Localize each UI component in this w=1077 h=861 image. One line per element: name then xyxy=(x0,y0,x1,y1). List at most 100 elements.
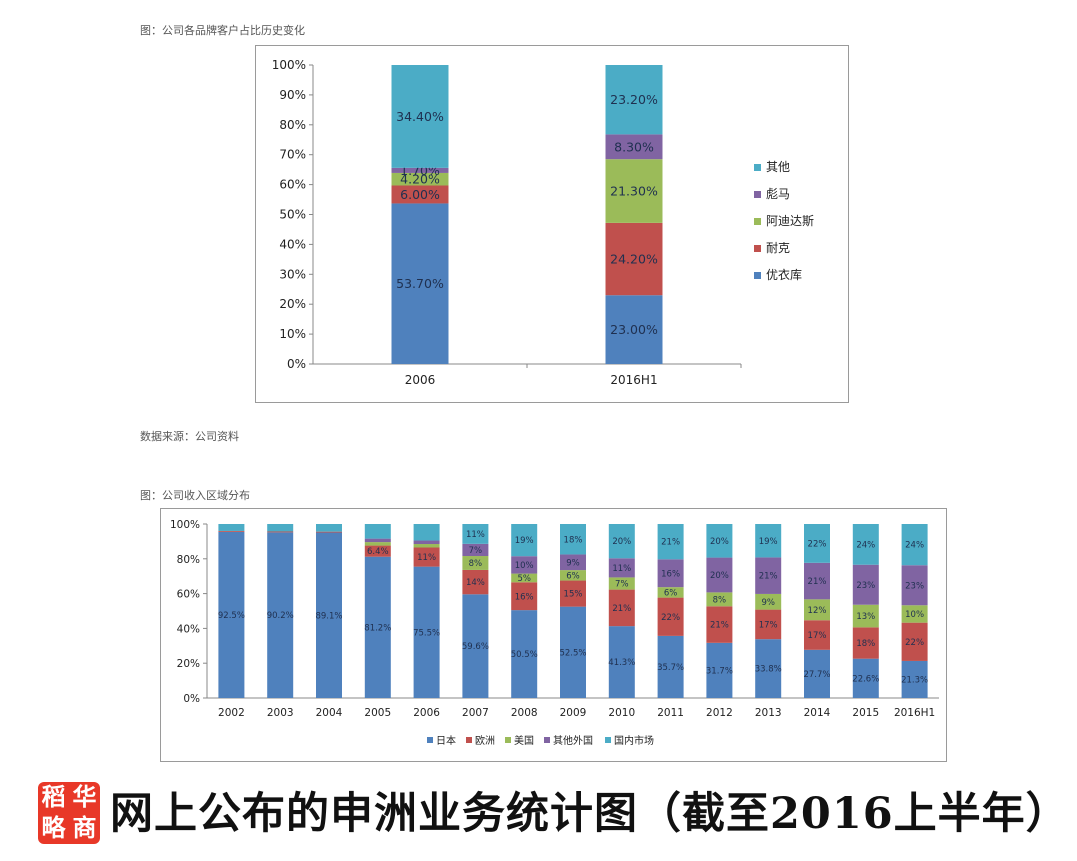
legend-swatch xyxy=(754,218,761,225)
legend-swatch xyxy=(754,191,761,198)
bar-segment xyxy=(560,554,586,571)
bar-segment xyxy=(364,542,391,546)
data-label: 9% xyxy=(761,598,775,608)
category-label: 2004 xyxy=(316,707,343,719)
brand-share-chart-svg: 0% 10% 20% 30% 40% 50% 60% 70% 80% 90% 100% 53.70% 6… xyxy=(272,58,814,387)
bar-segment xyxy=(511,573,538,583)
data-label: 81.2% xyxy=(364,623,391,633)
bar-segment xyxy=(462,556,489,570)
bar-segment xyxy=(852,604,879,628)
category-label: 2006 xyxy=(413,707,440,719)
data-label: 11% xyxy=(466,530,485,540)
legend-swatch xyxy=(754,245,761,252)
data-label: 8% xyxy=(469,559,483,569)
bar-segment xyxy=(605,159,663,223)
data-label: 89.1% xyxy=(315,611,342,621)
data-label: 20% xyxy=(710,571,729,581)
region-revenue-chart-svg: 0% 20% 40% 60% 80% 100% 92.5% 2002 90.2% 2003 89.1… xyxy=(170,519,939,747)
data-label: 17% xyxy=(808,631,827,641)
data-label: 90.2% xyxy=(267,611,294,621)
bar-segment xyxy=(364,545,391,557)
bar-segment xyxy=(901,660,928,698)
category-label: 2007 xyxy=(462,707,489,719)
bar-segment xyxy=(413,540,440,545)
bar-segment xyxy=(391,185,449,204)
data-label: 17% xyxy=(759,620,778,630)
bar-segment xyxy=(605,65,663,135)
bar-segment xyxy=(391,167,449,173)
category-label: 2005 xyxy=(364,707,391,719)
bar-segment xyxy=(706,557,733,593)
data-label: 21% xyxy=(612,604,631,614)
bar-segment xyxy=(462,524,489,544)
data-label: 24% xyxy=(856,540,875,550)
y-tick-label: 70% xyxy=(279,148,306,162)
bar-segment xyxy=(511,582,538,611)
legend-swatch xyxy=(605,737,611,743)
bar-segment xyxy=(511,524,538,557)
logo-char: 略 xyxy=(41,814,66,842)
bar-segment xyxy=(364,556,391,698)
bar-segment xyxy=(462,569,489,595)
legend-swatch xyxy=(754,272,761,279)
category-label: 2015 xyxy=(852,707,879,719)
data-label: 41.3% xyxy=(608,658,635,668)
bar-segment xyxy=(755,639,782,698)
bar-segment xyxy=(657,587,684,598)
bar-segment xyxy=(413,547,440,567)
y-tick-label: 60% xyxy=(177,589,200,601)
region-revenue-chart: 0% 20% 40% 60% 80% 100% 92.5% 2002 90.2% 2003 89.1… xyxy=(160,508,947,762)
logo-char: 稻 xyxy=(41,783,66,811)
category-label: 2002 xyxy=(218,707,245,719)
data-label: 53.70% xyxy=(396,276,444,291)
data-label: 4.20% xyxy=(400,172,440,187)
data-label: 33.8% xyxy=(755,665,782,675)
bar-segment xyxy=(804,649,830,698)
bar-segment xyxy=(852,564,879,605)
data-label: 52.5% xyxy=(559,648,586,658)
logo-char: 商 xyxy=(72,814,97,842)
bar-segment xyxy=(413,524,440,541)
bar-segment xyxy=(218,530,245,532)
bar-segment xyxy=(852,524,879,565)
category-label: 2013 xyxy=(755,707,782,719)
y-tick-label: 10% xyxy=(279,327,306,341)
y-tick-label: 20% xyxy=(177,658,200,670)
data-label: 22% xyxy=(661,613,680,623)
chart2-caption: 图：公司收入区域分布 xyxy=(140,489,250,502)
data-label: 6.00% xyxy=(400,187,440,202)
legend-label: 美国 xyxy=(514,734,534,747)
data-label: 22% xyxy=(905,638,924,648)
data-label: 18% xyxy=(856,639,875,649)
legend-label: 阿迪达斯 xyxy=(766,214,814,228)
bar-segment xyxy=(706,524,733,558)
y-tick-label: 60% xyxy=(279,178,306,192)
legend-label: 日本 xyxy=(436,734,456,747)
data-label: 23% xyxy=(905,581,924,591)
data-label: 13% xyxy=(856,612,875,622)
bar-segment xyxy=(462,543,489,557)
data-label: 50.5% xyxy=(511,650,538,660)
bar-segment xyxy=(560,606,586,698)
y-tick-label: 90% xyxy=(279,88,306,102)
data-source-note: 数据来源：公司资料 xyxy=(140,430,239,443)
bar-segment xyxy=(657,559,684,588)
data-label: 19% xyxy=(759,537,778,547)
bar-segment xyxy=(608,626,635,698)
category-label: 2009 xyxy=(560,707,587,719)
category-label: 2008 xyxy=(511,707,538,719)
data-label: 59.6% xyxy=(462,642,489,652)
bar-segment xyxy=(755,524,782,558)
bar-segment xyxy=(804,562,830,600)
data-label: 21.3% xyxy=(901,676,928,686)
y-tick-label: 80% xyxy=(177,554,200,566)
legend-label: 其他外国 xyxy=(553,734,593,747)
category-label: 2006 xyxy=(405,373,436,387)
data-label: 11% xyxy=(612,564,631,574)
y-tick-label: 40% xyxy=(177,623,200,635)
bar-segment xyxy=(706,592,733,607)
bar-segment xyxy=(804,524,830,563)
data-label: 20% xyxy=(612,537,631,547)
bar-segment xyxy=(608,589,635,627)
brand-share-chart: 0% 10% 20% 30% 40% 50% 60% 70% 80% 90% 100% 53.70% 6… xyxy=(255,45,849,403)
